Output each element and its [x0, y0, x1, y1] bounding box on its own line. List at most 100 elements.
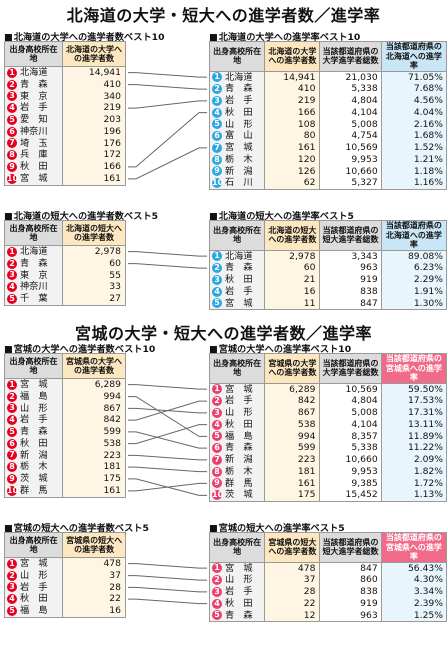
- value-cell: 5,338: [319, 83, 382, 95]
- connector-line: [128, 482, 207, 492]
- column-header: 宮城県の短大への進学者数: [62, 532, 126, 558]
- rank-badge: 9: [7, 473, 17, 484]
- value-cell: 176: [62, 137, 127, 150]
- value-cell: 1.30%: [381, 297, 447, 311]
- value-cell: 203: [62, 114, 127, 126]
- value-cell: 1.52%: [381, 142, 447, 154]
- value-cell: 12: [264, 609, 321, 623]
- value-cell: 599: [62, 426, 126, 438]
- prefecture-name: 宮 城: [20, 558, 48, 569]
- table-hk-jc-count: 出身高校所在地 北海道の短大への進学者数 1 北海道 2,978 2 青 森 60 3 東 京 55…: [3, 220, 126, 306]
- table-row: 10 群 馬 161: [3, 484, 126, 498]
- rank-badge: 2: [7, 391, 17, 402]
- connector-line: [128, 396, 207, 437]
- column-header: 当該都道府県の大学進学者総数: [319, 41, 382, 72]
- rank-badge: 1: [212, 384, 222, 395]
- table-row: 1 北海道 2,978: [3, 245, 126, 258]
- value-cell: 14,941: [62, 66, 127, 79]
- column-header: 出身高校所在地: [3, 532, 64, 558]
- connector-line: [128, 466, 207, 473]
- rank-badge: 5: [212, 431, 222, 442]
- prefecture-name: 福 島: [225, 430, 253, 442]
- table-row: 10 石 川 62 5,327 1.16%: [208, 177, 447, 191]
- value-cell: 867: [62, 402, 126, 415]
- value-cell: 108: [264, 118, 321, 131]
- table-row: 10 宮 城 161: [4, 172, 127, 186]
- prefecture-name: 岩 手: [225, 285, 253, 297]
- prefecture-name: 宮 城: [225, 142, 253, 153]
- prefecture-name: 神奈川: [20, 125, 48, 137]
- value-cell: 89.08%: [381, 250, 447, 263]
- rank-badge: 5: [7, 605, 17, 616]
- prefecture-name: 岩 手: [20, 581, 48, 593]
- prefecture-name: 秋 田: [225, 274, 253, 285]
- value-cell: 2,978: [62, 245, 126, 258]
- label-mg-jc-count: 宮城の短大への進学者数ベスト5: [4, 520, 149, 534]
- rank-badge: 7: [212, 142, 222, 153]
- prefecture-name: 秋 田: [225, 418, 253, 430]
- rank-badge: 1: [212, 72, 222, 83]
- value-cell: 963: [319, 262, 382, 274]
- rank-badge: 3: [212, 586, 222, 597]
- value-cell: 478: [264, 562, 321, 575]
- table-hk-jc-rate: 出身高校所在地 北海道の短大への進学者数 当該都道府県の短大進学者総数 当該都道府県の…: [208, 220, 447, 311]
- connector-line: [128, 575, 207, 581]
- table-mg-jc-rate: 出身高校所在地 宮城県の短大への進学者数 当該都道府県の短大進学者総数 当該都道府県の…: [208, 532, 447, 623]
- value-cell: 10,569: [319, 142, 382, 154]
- value-cell: 4.56%: [381, 95, 447, 107]
- value-cell: 60: [62, 257, 126, 270]
- prefecture-name: 埼 玉: [20, 137, 48, 149]
- prefecture-cell: 10 茨 城: [208, 489, 266, 503]
- prefecture-name: 群 馬: [20, 484, 48, 496]
- prefecture-name: 岩 手: [20, 102, 48, 114]
- prefecture-name: 青 森: [225, 262, 253, 274]
- value-cell: 60: [264, 262, 321, 274]
- prefecture-name: 北海道: [225, 71, 253, 83]
- value-cell: 71.05%: [381, 71, 447, 84]
- prefecture-name: 秋 田: [20, 161, 48, 172]
- rank-badge: 7: [7, 138, 17, 149]
- value-cell: 6,289: [264, 383, 321, 396]
- value-cell: 2.09%: [381, 454, 447, 466]
- prefecture-cell: 1 北海道: [208, 250, 266, 263]
- connector-line: [128, 84, 207, 90]
- value-cell: 27: [62, 293, 126, 306]
- prefecture-name: 北海道: [225, 250, 253, 262]
- label-hk-jc-rate: 北海道の短大への進学率ベスト5: [209, 208, 354, 222]
- label-hk-univ-count: 北海道の大学への進学者数ベスト10: [4, 29, 165, 43]
- value-cell: 161: [264, 142, 321, 154]
- prefecture-name: 神奈川: [20, 281, 48, 293]
- value-cell: 175: [62, 473, 126, 485]
- prefecture-name: 宮 城: [20, 172, 48, 184]
- rank-badge: 1: [7, 379, 17, 390]
- prefecture-name: 秋 田: [20, 437, 48, 449]
